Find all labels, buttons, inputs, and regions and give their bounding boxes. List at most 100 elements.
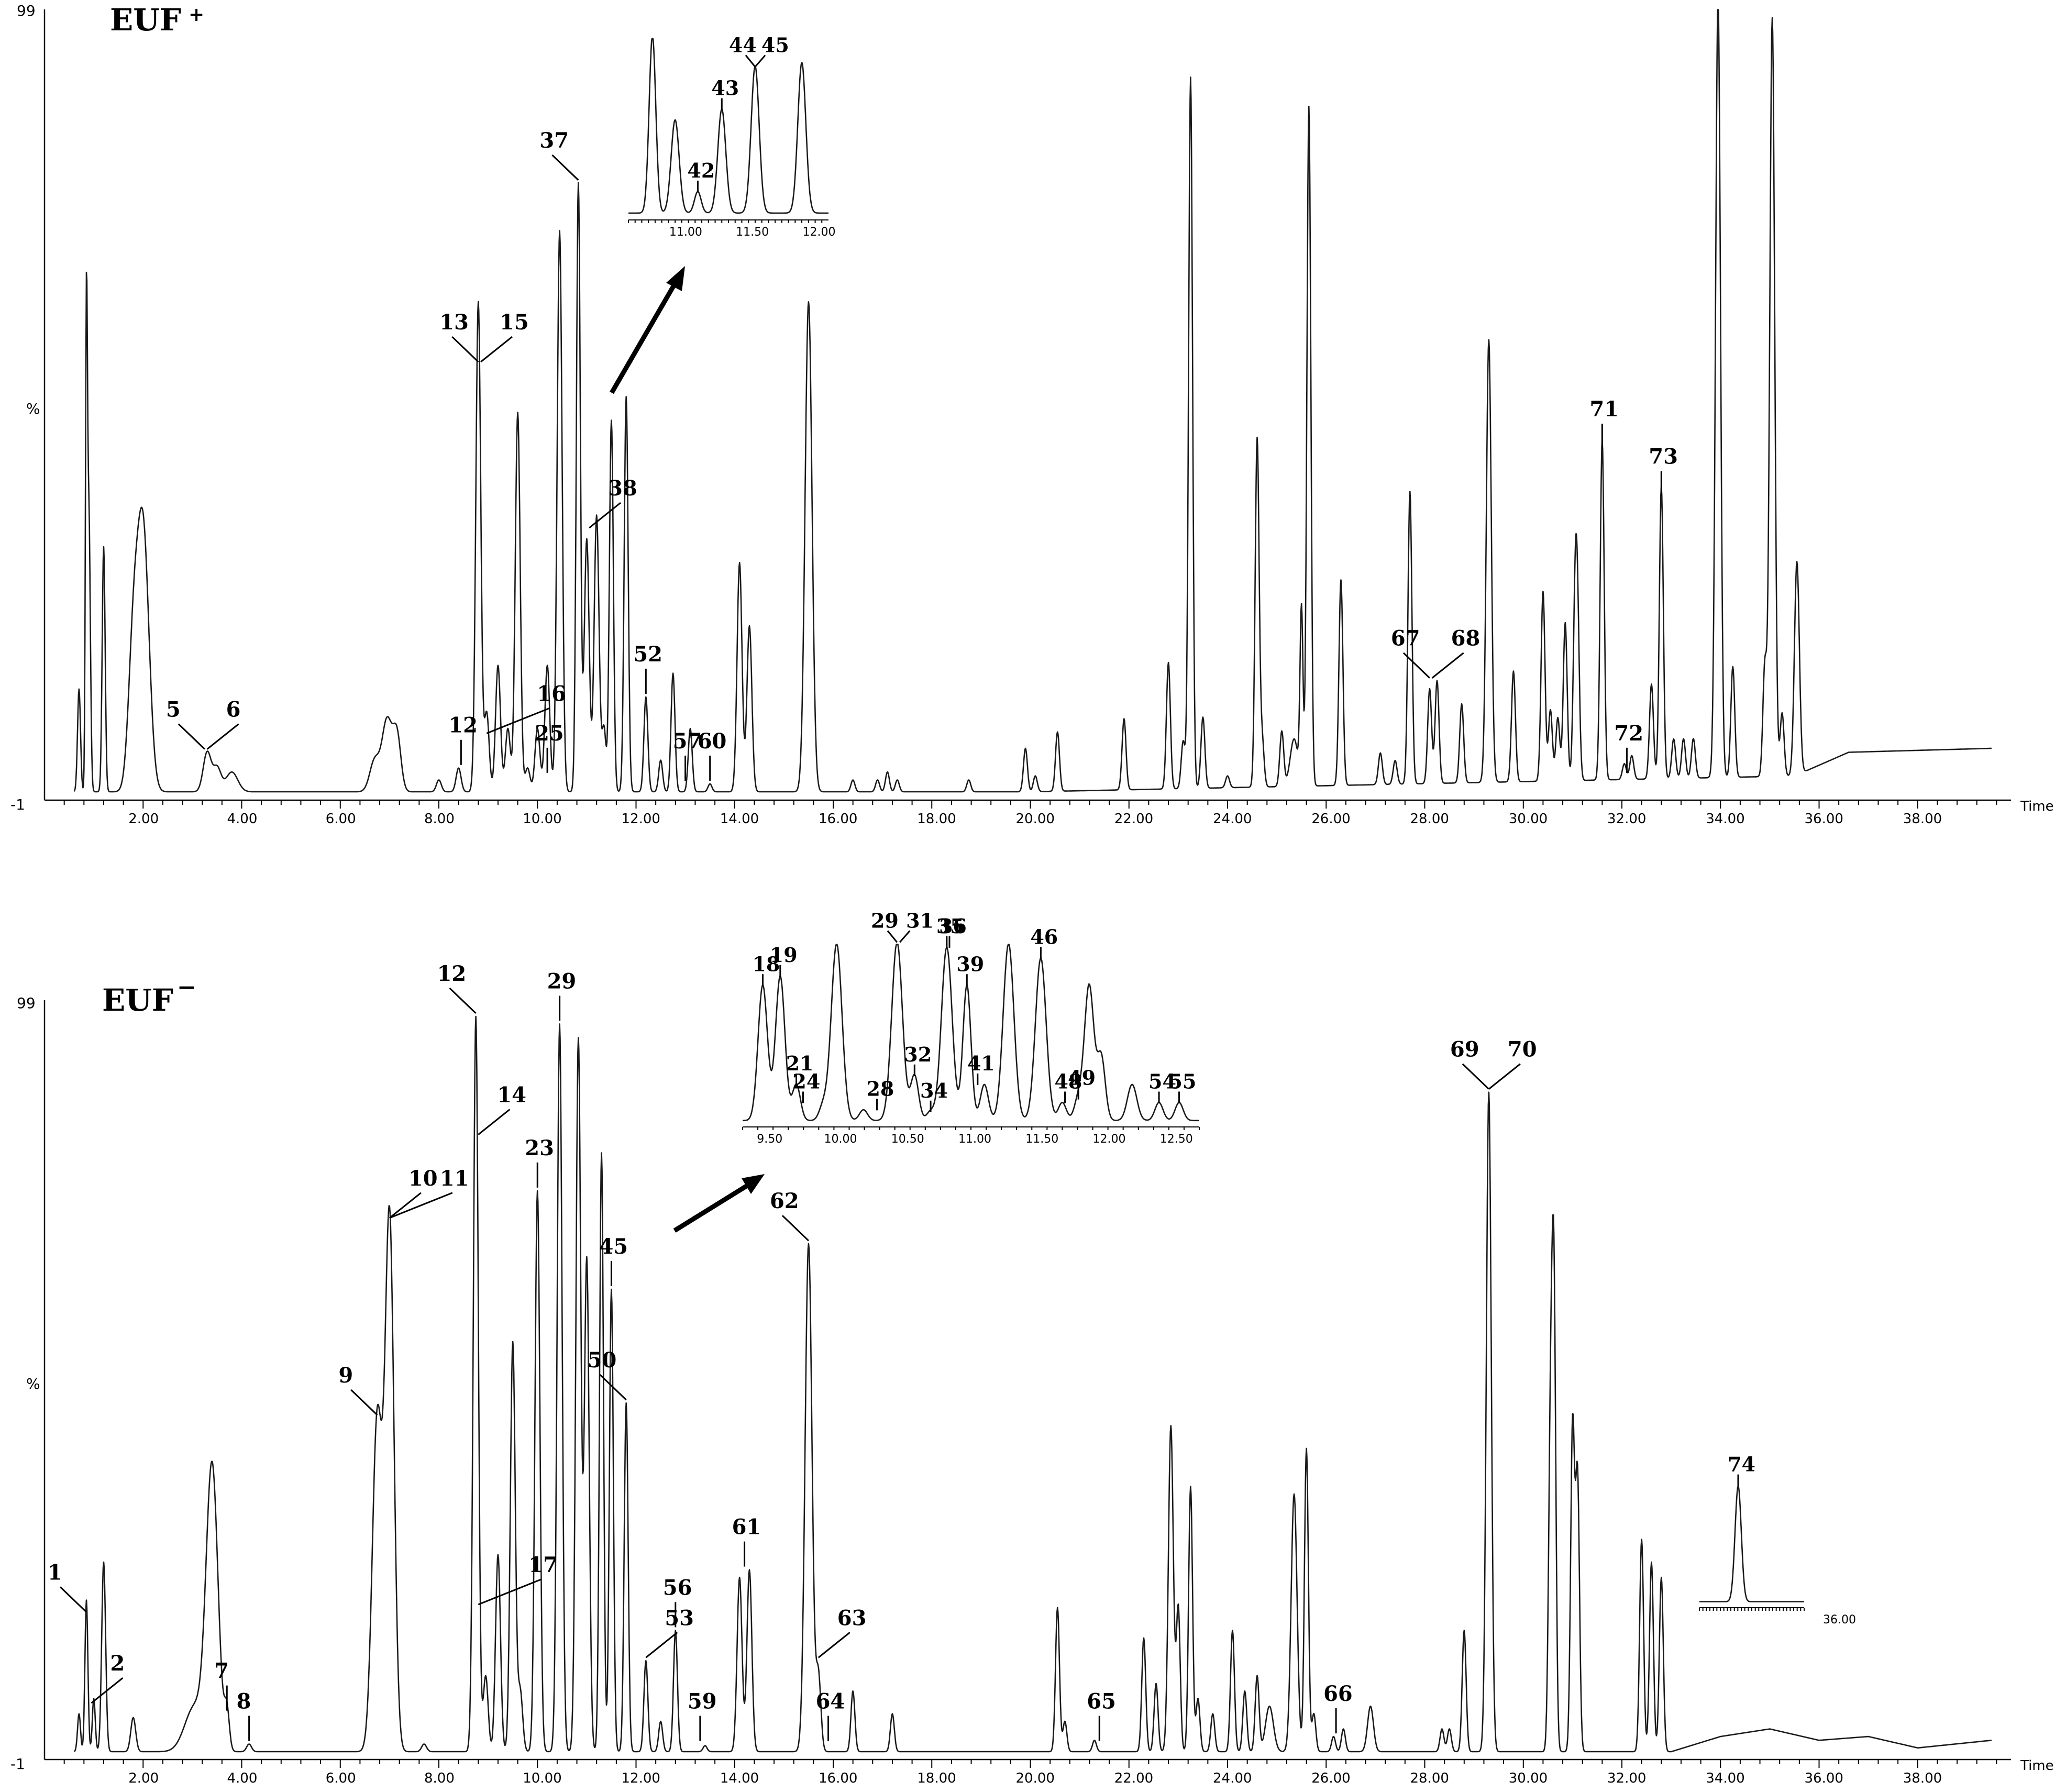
x-tick-label: 18.00 <box>917 1771 956 1786</box>
peak-label: 9 <box>338 1363 353 1388</box>
inset-peak-label: 24 <box>792 1070 820 1093</box>
inset-x-ticks: 9.50 10.00 10.50 11.00 11.50 12.00 12.50 <box>742 1127 1200 1146</box>
peak-label: 12 <box>448 713 478 738</box>
x-tick-label: 28.00 <box>1410 811 1449 827</box>
peak-leader-line <box>551 154 579 181</box>
peak-leader-line <box>745 54 756 68</box>
x-tick-label: 34.00 <box>1706 1771 1744 1786</box>
inset-peak-label: 32 <box>904 1043 932 1066</box>
peak-leader-line <box>899 930 911 943</box>
x-tick-label: 26.00 <box>1311 1771 1350 1786</box>
peak-label: 29 <box>547 969 577 993</box>
x-tick-label: 20.00 <box>1016 811 1055 827</box>
inset-trace <box>1699 1485 1805 1602</box>
peak-leader-line <box>754 54 766 68</box>
x-tick-label: 2.00 <box>128 1771 159 1786</box>
x-tick-label: 8.00 <box>424 811 455 827</box>
peak-leader-line <box>478 1109 511 1135</box>
inset-peak-labels: 74 <box>1728 1453 1755 1486</box>
panel-title: EUF <box>102 982 173 1018</box>
x-tick-label: 14.00 <box>720 1771 759 1786</box>
peak-label: 57 <box>673 729 702 754</box>
inset-x-tick-label: 11.00 <box>669 226 702 239</box>
inset-peak-label: 31 <box>906 909 934 932</box>
x-tick-label: 6.00 <box>326 1771 356 1786</box>
peak-label: 25 <box>535 721 564 746</box>
peak-label: 12 <box>437 961 467 986</box>
x-tick-label: 12.00 <box>622 1771 660 1786</box>
y-axis-label: % <box>26 1375 40 1392</box>
inset-trace <box>743 944 1199 1122</box>
x-axis-label: Time <box>2020 1758 2054 1774</box>
inset-peak-label: 46 <box>1030 925 1058 949</box>
peak-leader-line <box>206 723 239 750</box>
y-tick-label-min: -1 <box>10 1755 25 1773</box>
peak-label: 50 <box>588 1348 617 1373</box>
inset-x-tick-label: 11.00 <box>958 1133 991 1146</box>
peak-label: 6 <box>226 698 241 722</box>
peak-label: 2 <box>110 1651 125 1676</box>
inset-peak-label: 44 <box>729 34 757 57</box>
x-tick-label: 10.00 <box>523 811 561 827</box>
x-tick-label: 22.00 <box>1114 1771 1153 1786</box>
peak-leader-line <box>589 502 622 529</box>
panel-title: EUF <box>110 2 181 38</box>
x-tick-label: 14.00 <box>720 811 759 827</box>
peak-label: 73 <box>1649 445 1678 469</box>
peak-leader-line <box>1488 1063 1521 1090</box>
peak-label: 59 <box>688 1689 717 1714</box>
x-tick-label: 4.00 <box>227 811 258 827</box>
inset-trace <box>628 38 829 214</box>
inset-peak-label: 28 <box>866 1077 894 1100</box>
y-tick-label-max: 99 <box>17 994 36 1012</box>
peak-leader-line <box>449 987 477 1014</box>
peak-leader-line <box>599 1374 627 1401</box>
inset-peak-label: 48 <box>1055 1070 1082 1093</box>
x-tick-label: 22.00 <box>1114 811 1153 827</box>
chromatogram-trace <box>73 1015 1992 1753</box>
x-tick-label: 34.00 <box>1706 811 1744 827</box>
inset-x-tick-label: 12.50 <box>1160 1133 1193 1146</box>
inset-peak-label: 54 <box>1148 1070 1176 1093</box>
inset-x-tick-label: 10.00 <box>824 1133 857 1146</box>
x-ticks: 2.00 4.00 6.00 8.00 10.00 12.00 14.00 16.00 18.0… <box>63 800 1997 827</box>
x-tick-label: 18.00 <box>917 811 956 827</box>
peak-label: 38 <box>608 476 637 501</box>
peak-leader-line <box>389 1192 453 1219</box>
x-tick-label: 20.00 <box>1016 1771 1055 1786</box>
peak-label: 8 <box>237 1689 251 1714</box>
peak-leader-line <box>91 1677 124 1704</box>
x-tick-label: 32.00 <box>1607 1771 1646 1786</box>
inset-peak-label: 43 <box>711 76 739 100</box>
peak-leader-line <box>817 1632 850 1658</box>
inset-x-tick-label: 12.00 <box>1092 1133 1125 1146</box>
inset-x-tick-label: 10.50 <box>891 1133 924 1146</box>
inset-peak-label: 35 <box>936 914 964 938</box>
peak-label: 23 <box>525 1136 554 1160</box>
panel-euf-positive: EUF + 99 % -1 Time 2.00 4.00 6.00 8.00 10.00… <box>10 2 2054 827</box>
peak-label: 7 <box>214 1659 229 1684</box>
peak-label: 65 <box>1087 1689 1116 1714</box>
peak-leader-line <box>178 723 205 750</box>
x-ticks: 2.00 4.00 6.00 8.00 10.00 12.00 14.00 16.00 18.0… <box>63 1760 1997 1786</box>
inset-peak-label: 74 <box>1728 1453 1755 1476</box>
inset-x-ticks: 36.00 <box>1699 1608 1856 1627</box>
inset-peak-label: 29 <box>871 909 899 932</box>
x-tick-label: 32.00 <box>1607 811 1646 827</box>
x-tick-label: 36.00 <box>1805 1771 1843 1786</box>
inset-x-tick-label: 36.00 <box>1823 1613 1856 1627</box>
peak-leader-line <box>350 1389 378 1416</box>
inset-peak-label: 45 <box>761 34 789 57</box>
peak-label: 10 <box>408 1166 438 1191</box>
peak-leader-line <box>887 930 898 943</box>
inset-peak-label: 19 <box>770 943 798 967</box>
peak-label: 1 <box>48 1560 62 1585</box>
peak-label: 16 <box>537 681 566 706</box>
peak-leader-line <box>480 336 513 363</box>
peak-label: 15 <box>500 310 529 335</box>
peak-label: 45 <box>599 1234 628 1259</box>
x-tick-label: 30.00 <box>1509 811 1548 827</box>
x-axis-label: Time <box>2020 799 2054 814</box>
x-tick-label: 24.00 <box>1213 811 1252 827</box>
